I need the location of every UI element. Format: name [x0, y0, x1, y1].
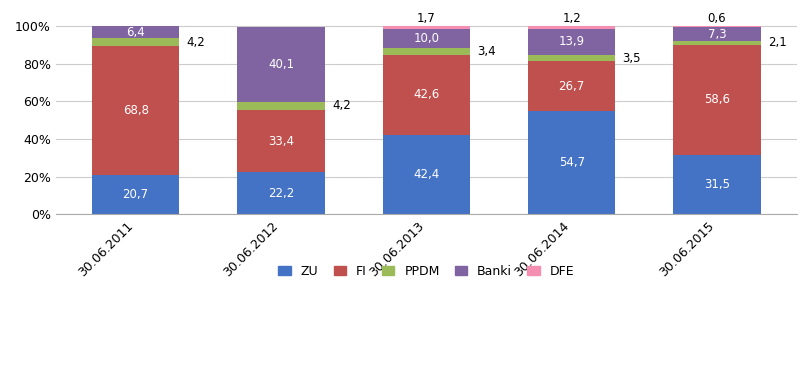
Text: 20,7: 20,7 — [122, 188, 148, 201]
Bar — [382, 55, 470, 135]
Text: 6,4: 6,4 — [127, 26, 145, 39]
Text: 33,4: 33,4 — [268, 135, 294, 148]
Text: 40,1: 40,1 — [268, 58, 294, 71]
Text: 4,2: 4,2 — [187, 36, 205, 49]
Bar — [527, 26, 615, 29]
Bar — [382, 48, 470, 55]
Text: 2,1: 2,1 — [767, 36, 786, 50]
Text: 22,2: 22,2 — [268, 187, 294, 200]
Text: 3,4: 3,4 — [477, 45, 496, 58]
Bar — [237, 110, 324, 172]
Bar — [237, 102, 324, 110]
Bar — [672, 26, 760, 27]
Text: 54,7: 54,7 — [558, 156, 584, 169]
Bar — [527, 61, 615, 112]
Text: 58,6: 58,6 — [703, 94, 729, 106]
Bar — [92, 175, 179, 214]
Bar — [237, 172, 324, 214]
Bar — [382, 135, 470, 214]
Bar — [527, 55, 615, 61]
Text: 1,7: 1,7 — [417, 12, 436, 25]
Text: 3,5: 3,5 — [622, 51, 641, 65]
Text: 42,6: 42,6 — [413, 88, 439, 101]
Bar — [92, 38, 179, 46]
Bar — [92, 46, 179, 175]
Text: 42,4: 42,4 — [413, 168, 439, 181]
Text: 68,8: 68,8 — [122, 104, 148, 117]
Bar — [672, 27, 760, 41]
Text: 26,7: 26,7 — [558, 80, 584, 93]
Bar — [382, 29, 470, 48]
Bar — [527, 29, 615, 55]
Text: 31,5: 31,5 — [703, 178, 729, 191]
Bar — [92, 26, 179, 38]
Bar — [237, 26, 324, 102]
Bar — [672, 41, 760, 45]
Bar — [527, 112, 615, 214]
Text: 4,2: 4,2 — [332, 99, 350, 112]
Text: 1,2: 1,2 — [562, 12, 581, 25]
Bar — [382, 26, 470, 29]
Text: 7,3: 7,3 — [707, 28, 726, 41]
Bar — [672, 155, 760, 214]
Text: 13,9: 13,9 — [558, 35, 584, 48]
Bar — [672, 45, 760, 155]
Text: 10,0: 10,0 — [413, 32, 439, 45]
Text: 0,6: 0,6 — [707, 12, 726, 25]
Legend: ZU, FI, PPDM, Banki, DFE: ZU, FI, PPDM, Banki, DFE — [273, 260, 578, 283]
